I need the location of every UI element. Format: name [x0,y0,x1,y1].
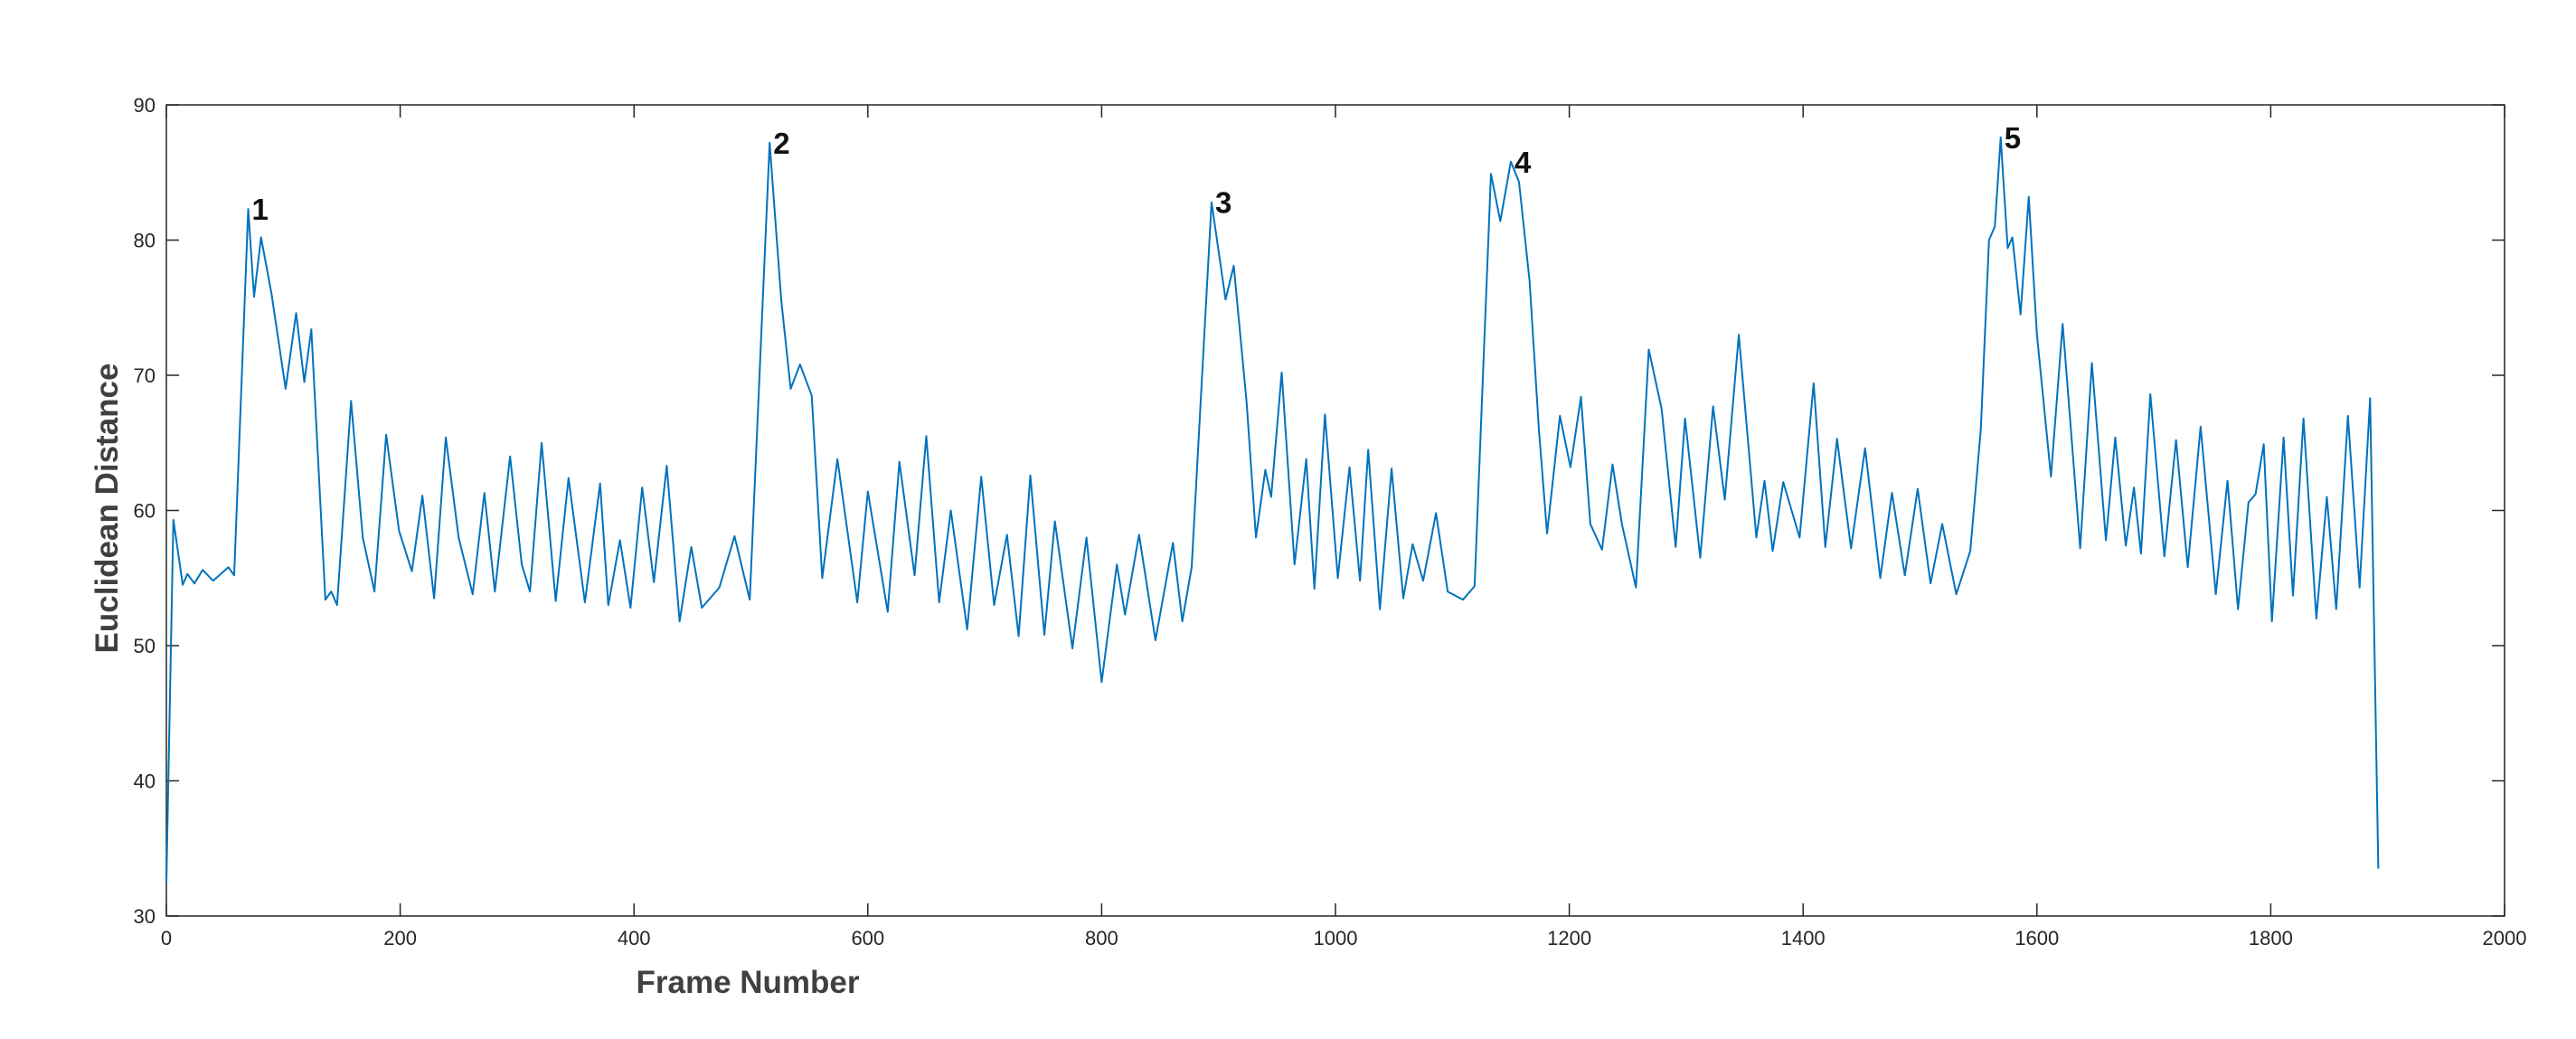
y-tick-label: 30 [134,905,156,928]
y-tick-label: 40 [134,770,156,793]
peak-annotation: 2 [773,127,789,160]
x-axis-label: Frame Number [636,965,859,1000]
peak-annotation: 3 [1215,186,1231,220]
x-tick-label: 400 [618,927,651,949]
x-tick-label: 1400 [1781,927,1826,949]
x-tick-label: 1600 [2015,927,2059,949]
x-tick-label: 0 [161,927,172,949]
peak-annotation: 5 [2005,121,2021,155]
x-tick-label: 2000 [2483,927,2527,949]
x-tick-label: 600 [851,927,884,949]
y-tick-label: 90 [134,94,156,117]
y-tick-label: 60 [134,500,156,523]
x-tick-label: 800 [1085,927,1118,949]
y-tick-label: 80 [134,230,156,252]
x-tick-label: 1000 [1314,927,1358,949]
peak-annotation: 4 [1514,146,1532,179]
y-tick-label: 70 [134,364,156,387]
y-axis-label: Euclidean Distance [90,364,125,654]
y-tick-label: 50 [134,635,156,657]
peak-annotation: 1 [252,193,269,226]
x-tick-label: 200 [383,927,417,949]
x-tick-label: 1200 [1547,927,1591,949]
data-line [165,136,2380,883]
x-tick-label: 1800 [2249,927,2293,949]
